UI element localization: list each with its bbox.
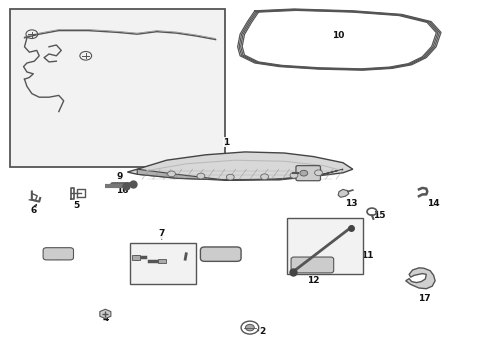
Text: 10: 10 [332,31,344,40]
Text: 13: 13 [344,199,357,208]
FancyBboxPatch shape [296,166,320,181]
Bar [158,259,166,263]
Text: 18: 18 [319,165,332,174]
Bar [130,243,196,284]
Bar [287,218,363,274]
Circle shape [245,324,254,331]
Text: 17: 17 [417,294,430,303]
Text: 3: 3 [53,253,59,262]
Polygon shape [137,169,343,180]
Text: 1: 1 [223,138,229,147]
Polygon shape [338,189,349,197]
Text: 6: 6 [30,206,36,215]
Bar [10,9,225,167]
Bar [132,255,140,260]
Circle shape [300,170,308,176]
Text: 11: 11 [361,251,374,260]
Text: 16: 16 [116,186,129,194]
Text: 4: 4 [102,314,109,323]
Circle shape [261,174,269,180]
FancyBboxPatch shape [200,247,241,261]
Text: 14: 14 [427,199,440,208]
Text: 2: 2 [259,328,265,336]
Polygon shape [100,309,111,319]
Circle shape [226,174,234,180]
Text: 5: 5 [73,201,79,210]
FancyBboxPatch shape [43,248,74,260]
FancyBboxPatch shape [291,257,334,273]
Circle shape [315,170,322,176]
Text: 12: 12 [307,276,320,284]
Text: 8: 8 [225,253,231,263]
Circle shape [290,172,298,178]
Text: 9: 9 [117,172,123,181]
Circle shape [197,173,205,179]
Circle shape [168,171,175,177]
Text: 15: 15 [373,211,386,220]
Text: 7: 7 [158,230,165,239]
Polygon shape [406,268,435,289]
Polygon shape [127,152,353,180]
